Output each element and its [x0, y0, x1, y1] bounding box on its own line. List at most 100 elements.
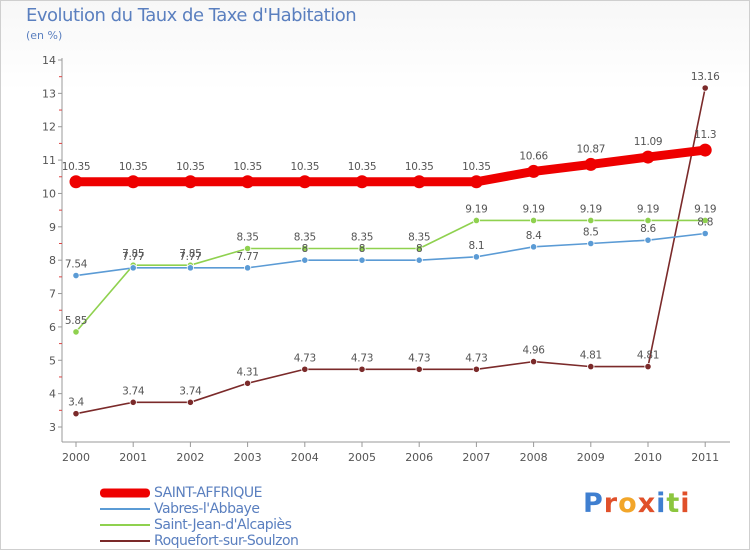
- data-point: [587, 216, 595, 225]
- data-label: 4.73: [465, 352, 487, 364]
- data-point: [358, 244, 366, 253]
- data-label: 7.77: [122, 251, 144, 263]
- data-label: 3.4: [68, 397, 84, 409]
- data-point: [641, 150, 655, 164]
- y-tick-label: 9: [49, 221, 56, 234]
- legend-label: SAINT-AFFRIQUE: [154, 485, 263, 501]
- data-label: 10.35: [291, 161, 320, 173]
- data-point: [186, 264, 194, 272]
- data-point: [129, 264, 137, 272]
- data-label: 11.09: [634, 136, 663, 148]
- y-tick-label: 11: [42, 154, 56, 167]
- data-label: 8: [302, 243, 308, 255]
- data-label: 10.35: [405, 161, 434, 173]
- data-label: 8: [359, 243, 365, 255]
- data-label: 10.35: [119, 161, 148, 173]
- x-tick-label: 2004: [291, 451, 319, 464]
- data-label: 10.35: [176, 161, 205, 173]
- series-layer: [69, 84, 712, 418]
- data-point: [698, 143, 712, 157]
- data-label: 4.96: [523, 345, 546, 357]
- data-label: 8.4: [526, 230, 542, 242]
- data-label: 8.5: [583, 227, 599, 239]
- y-tick-label: 4: [49, 388, 56, 401]
- data-point: [183, 175, 197, 189]
- data-label: 8.35: [294, 232, 316, 244]
- data-label: 9.19: [637, 203, 659, 215]
- data-label: 10.35: [348, 161, 377, 173]
- data-label: 9.19: [694, 203, 716, 215]
- data-label: 9.19: [523, 203, 545, 215]
- data-point: [469, 175, 483, 189]
- data-label: 10.35: [62, 161, 91, 173]
- data-point: [644, 216, 652, 225]
- data-label: 8.1: [468, 240, 484, 252]
- x-tick-label: 2003: [234, 451, 262, 464]
- data-point: [412, 175, 426, 189]
- series-line-0: [71, 145, 710, 187]
- y-tick-label: 14: [42, 54, 56, 67]
- y-tick-label: 8: [49, 254, 56, 267]
- y-axis-ticks: 3 4 5 6 7 8 9 10 11 12 13 14: [42, 54, 62, 434]
- y-tick-label: 10: [42, 187, 56, 200]
- data-point: [186, 398, 194, 406]
- logo-letter: o: [618, 488, 638, 519]
- x-tick-label: 2000: [62, 451, 90, 464]
- data-point: [472, 365, 480, 373]
- y-tick-label: 3: [49, 421, 56, 434]
- data-point: [701, 84, 709, 92]
- data-point: [301, 244, 309, 253]
- chart-unit: (en %): [26, 29, 63, 42]
- data-label: 8.35: [408, 232, 430, 244]
- data-label: 5.85: [65, 315, 87, 327]
- data-point: [701, 216, 709, 225]
- data-point: [358, 256, 366, 264]
- data-point: [129, 398, 137, 406]
- x-tick-label: 2001: [119, 451, 147, 464]
- logo-letter: r: [603, 488, 619, 519]
- data-point: [584, 157, 598, 171]
- data-point: [587, 239, 595, 248]
- data-label: 8.35: [351, 232, 373, 244]
- data-label: 8.35: [237, 232, 259, 244]
- data-point: [355, 175, 369, 189]
- proxiti-logo: Proxiti: [583, 488, 691, 519]
- y-tick-label: 5: [49, 354, 56, 367]
- data-point: [644, 236, 652, 244]
- data-point: [72, 271, 80, 280]
- data-label: 4.73: [351, 352, 373, 364]
- data-label: 7.77: [237, 251, 259, 263]
- data-point: [415, 244, 423, 253]
- x-axis-ticks: 2000 2001 2002 2003 2004 2005 2006 2007 2008 2009…: [62, 442, 719, 464]
- x-tick-label: 2011: [691, 451, 719, 464]
- data-label: 4.73: [408, 352, 430, 364]
- data-label: 11.3: [694, 129, 716, 141]
- legend-label: Vabres-l'Abbaye: [154, 501, 260, 517]
- data-label: 10.35: [233, 161, 262, 173]
- logo-letter: i: [680, 488, 691, 519]
- data-point: [472, 216, 480, 225]
- series-line-3: [75, 87, 707, 415]
- y-tick-label: 13: [42, 87, 56, 100]
- data-point: [529, 216, 538, 225]
- legend-swatch: [100, 508, 150, 510]
- x-tick-label: 2010: [634, 451, 662, 464]
- data-label: 4.81: [637, 350, 659, 362]
- data-point: [298, 175, 312, 189]
- chart-title: Evolution du Taux de Taxe d'Habitation: [26, 5, 357, 26]
- data-point: [529, 358, 538, 366]
- data-label: 7.85: [122, 248, 144, 260]
- data-point: [72, 328, 80, 336]
- data-point: [69, 175, 83, 189]
- legend-label: Saint-Jean-d'Alcapiès: [154, 517, 292, 533]
- logo-letter: i: [656, 488, 667, 519]
- data-label: 13.16: [691, 71, 720, 83]
- data-label: 4.73: [294, 352, 316, 364]
- data-label: 3.74: [179, 385, 202, 397]
- data-label: 7.77: [179, 251, 201, 263]
- y-tick-label: 7: [49, 288, 56, 301]
- legend-label: Roquefort-sur-Soulzon: [154, 533, 299, 549]
- logo-letter: x: [637, 488, 657, 519]
- data-label: 9.19: [465, 203, 487, 215]
- series-line-2: [75, 219, 707, 333]
